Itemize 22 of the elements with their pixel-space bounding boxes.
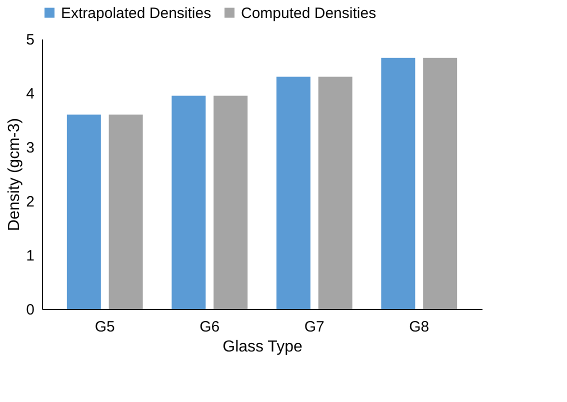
bar [66,114,101,309]
y-tick-label: 2 [26,194,34,210]
x-tick-label: G6 [200,318,220,336]
y-tick-label: 1 [26,248,34,264]
bar [172,96,206,309]
y-axis-title: Density (gcm-3) [6,118,24,231]
y-tick-label: 0 [26,302,34,318]
x-tick-label: G8 [409,318,430,336]
y-tick-label: 3 [26,140,34,156]
y-tick-label: 5 [26,32,34,48]
x-tick-label: G5 [94,318,115,336]
bar [276,76,310,309]
legend-label: Computed Densities [241,4,376,22]
bar [318,76,352,309]
legend-label: Extrapolated Densities [61,4,212,22]
x-tick-label: G7 [304,318,324,336]
bar [381,58,416,309]
bar [108,114,143,309]
y-tick-label: 4 [26,86,34,102]
bar [214,96,248,309]
bar [423,58,458,309]
x-axis-title: Glass Type [222,338,302,356]
